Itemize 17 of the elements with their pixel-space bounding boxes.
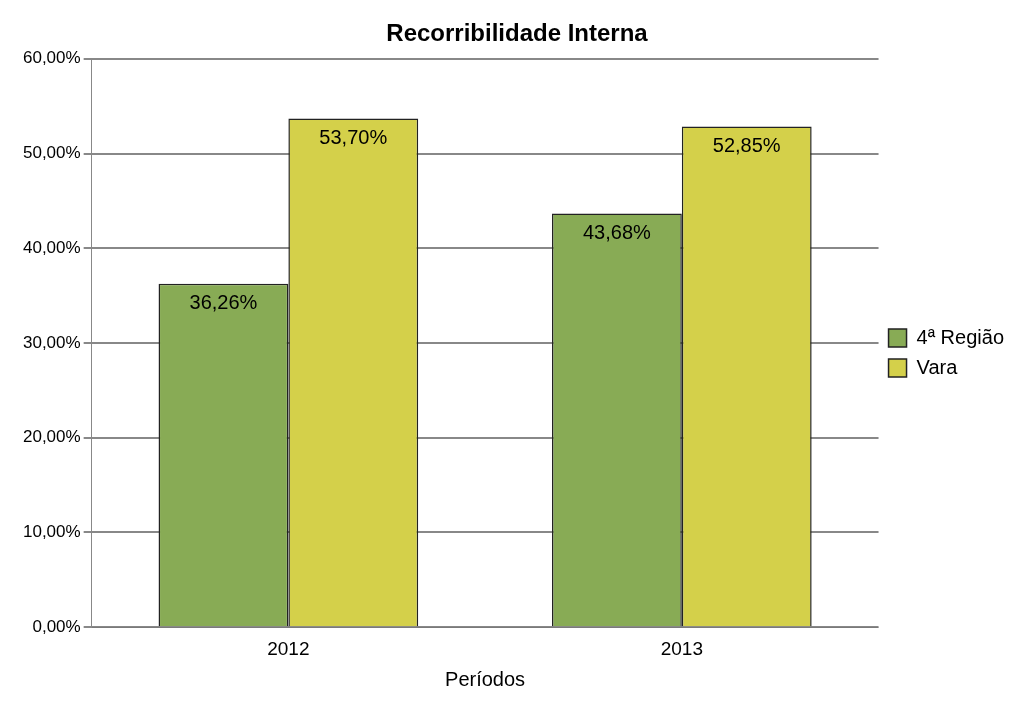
y-tick-label: 20,00% <box>22 427 81 447</box>
y-tick-label: 40,00% <box>22 237 81 257</box>
y-tick-label: 60,00% <box>22 48 81 68</box>
x-tick-label: 2012 <box>267 637 310 659</box>
data-label: 52,85% <box>712 134 781 157</box>
y-tick-label: 30,00% <box>22 332 81 352</box>
x-tick-label: 2013 <box>660 637 703 659</box>
data-label: 43,68% <box>582 220 652 243</box>
chart-title: Recorribilidade Interna <box>386 19 649 47</box>
legend-label: Vara <box>916 355 959 378</box>
data-label: 36,26% <box>189 291 258 314</box>
legend-label: 4ª Região <box>916 325 1005 348</box>
y-tick-label: 50,00% <box>22 143 81 163</box>
y-tick-label: 0,00% <box>32 616 81 636</box>
y-tick-label: 10,00% <box>22 522 81 542</box>
data-label: 53,70% <box>319 126 388 148</box>
x-axis-title: Períodos <box>445 667 526 690</box>
